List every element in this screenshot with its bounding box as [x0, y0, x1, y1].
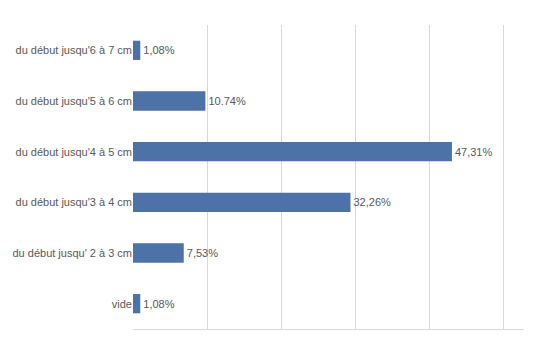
- svg-text:vide: vide: [112, 298, 132, 310]
- svg-text:1,08%: 1,08%: [143, 44, 174, 56]
- svg-text:du début jusqu'3 à 4 cm: du début jusqu'3 à 4 cm: [16, 196, 132, 208]
- svg-text:47,31%: 47,31%: [455, 146, 493, 158]
- svg-text:du début jusqu'4 à 5 cm: du début jusqu'4 à 5 cm: [16, 146, 132, 158]
- svg-text:du début jusqu' 2 à 3 cm: du début jusqu' 2 à 3 cm: [12, 247, 132, 259]
- svg-text:du début jusqu'6 à 7 cm: du début jusqu'6 à 7 cm: [16, 44, 132, 56]
- svg-text:du début jusqu'5 à 6 cm: du début jusqu'5 à 6 cm: [16, 95, 132, 107]
- svg-text:32,26%: 32,26%: [353, 196, 391, 208]
- svg-text:10.74%: 10.74%: [208, 95, 246, 107]
- svg-text:7,53%: 7,53%: [187, 247, 218, 259]
- svg-text:1,08%: 1,08%: [143, 298, 174, 310]
